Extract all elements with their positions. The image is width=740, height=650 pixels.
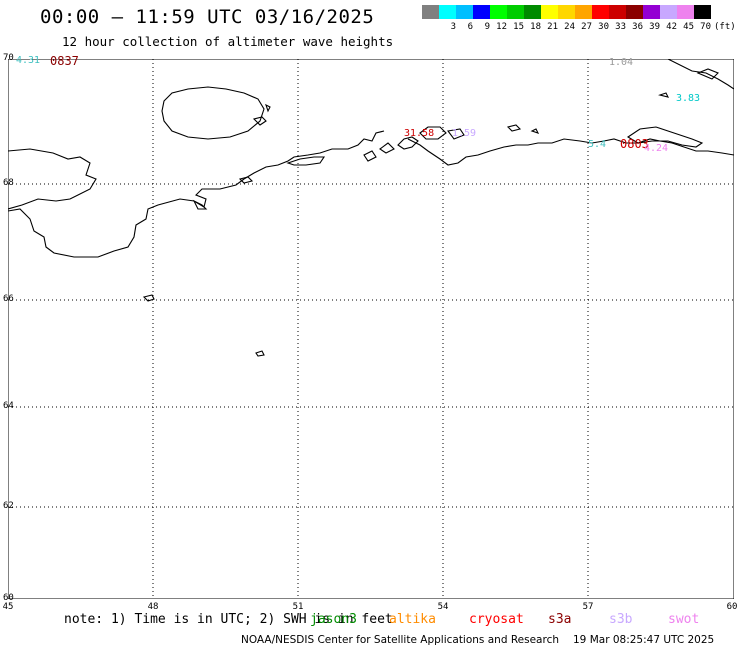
legend-tick-label: 42	[666, 22, 677, 32]
legend-swatch	[609, 5, 626, 19]
wave-label: 0837	[50, 54, 79, 68]
legend-tick-label: 24	[564, 22, 575, 32]
wave-label: 31.58	[404, 128, 435, 139]
lat-label-62: 62	[3, 501, 14, 511]
wave-height-map	[8, 59, 734, 599]
lon-label-54: 54	[437, 602, 449, 612]
legend-swatch	[694, 5, 711, 19]
legend-swatch	[473, 5, 490, 19]
lon-label-57: 57	[582, 602, 594, 612]
satellite-cryosat: cryosat	[469, 612, 524, 627]
legend-tick-label: 21	[547, 22, 558, 32]
legend-tick-label: 70	[700, 22, 711, 32]
wave-label: 4.24	[644, 143, 669, 154]
legend-tick-label	[422, 22, 439, 32]
legend-swatch	[507, 5, 524, 19]
legend-swatch	[558, 5, 575, 19]
lon-label-60: 60	[726, 602, 738, 612]
lon-label-48: 48	[147, 602, 159, 612]
wave-label: 1.04	[609, 57, 634, 68]
legend-swatch	[626, 5, 643, 19]
legend-swatch	[677, 5, 694, 19]
satellite-altika: altika	[389, 612, 436, 627]
satellite-s3b: s3b	[609, 612, 633, 627]
color-scale-legend: 3 6 9 12 15 18 21 24 27 30 33 36 39 42 45 70 (ft)	[422, 5, 736, 32]
legend-swatch	[490, 5, 507, 19]
wave-label: 4.31	[16, 55, 41, 66]
lat-label-70: 70	[3, 53, 14, 63]
lon-label-51: 51	[292, 602, 304, 612]
legend-tick-label: 6	[467, 22, 473, 32]
legend-swatch	[422, 5, 439, 19]
legend-swatch	[643, 5, 660, 19]
wave-label: 5.4	[588, 139, 607, 150]
lat-label-68: 68	[3, 178, 14, 188]
legend-swatch	[541, 5, 558, 19]
legend-swatch	[592, 5, 609, 19]
satellite-swot: swot	[668, 612, 700, 627]
legend-tick-label: 33	[615, 22, 626, 32]
credit-text: NOAA/NESDIS Center for Satellite Applica…	[241, 634, 559, 646]
lat-label-64: 64	[3, 401, 14, 411]
units-note: note: 1) Time is in UTC; 2) SWH is in fe…	[64, 612, 393, 627]
lon-label-45: 45	[2, 602, 14, 612]
map-title: 00:00 — 11:59 UTC 03/16/2025	[40, 6, 375, 28]
legend-swatch	[575, 5, 592, 19]
satellite-s3a: s3a	[548, 612, 572, 627]
legend-swatch	[439, 5, 456, 19]
wave-label: 1.59	[452, 128, 477, 139]
satellite-jason3: jason3	[310, 612, 357, 627]
legend-tick-label: 3	[450, 22, 456, 32]
legend-swatch	[660, 5, 677, 19]
legend-tick-label: 18	[530, 22, 541, 32]
legend-tick-label: 36	[632, 22, 643, 32]
wave-label: 0803	[620, 137, 649, 151]
generated-timestamp: 19 Mar 08:25:47 UTC 2025	[573, 634, 715, 646]
legend-tick-label: 27	[581, 22, 592, 32]
legend-unit: (ft)	[714, 22, 736, 32]
footer: NOAA/NESDIS Center for Satellite Applica…	[241, 634, 714, 646]
wave-label: 3.83	[676, 93, 701, 104]
legend-tick-label: 39	[649, 22, 660, 32]
legend-swatch	[524, 5, 541, 19]
lat-label-66: 66	[3, 294, 14, 304]
legend-tick-label: 12	[496, 22, 507, 32]
graticule	[8, 59, 734, 599]
legend-swatch	[456, 5, 473, 19]
lat-label-60: 60	[3, 593, 14, 603]
legend-tick-label: 15	[513, 22, 524, 32]
legend-tick-label: 45	[683, 22, 694, 32]
legend-tick-label: 30	[598, 22, 609, 32]
map-subtitle: 12 hour collection of altimeter wave hei…	[62, 34, 394, 49]
legend-tick-label: 9	[484, 22, 490, 32]
coastline	[8, 59, 734, 357]
